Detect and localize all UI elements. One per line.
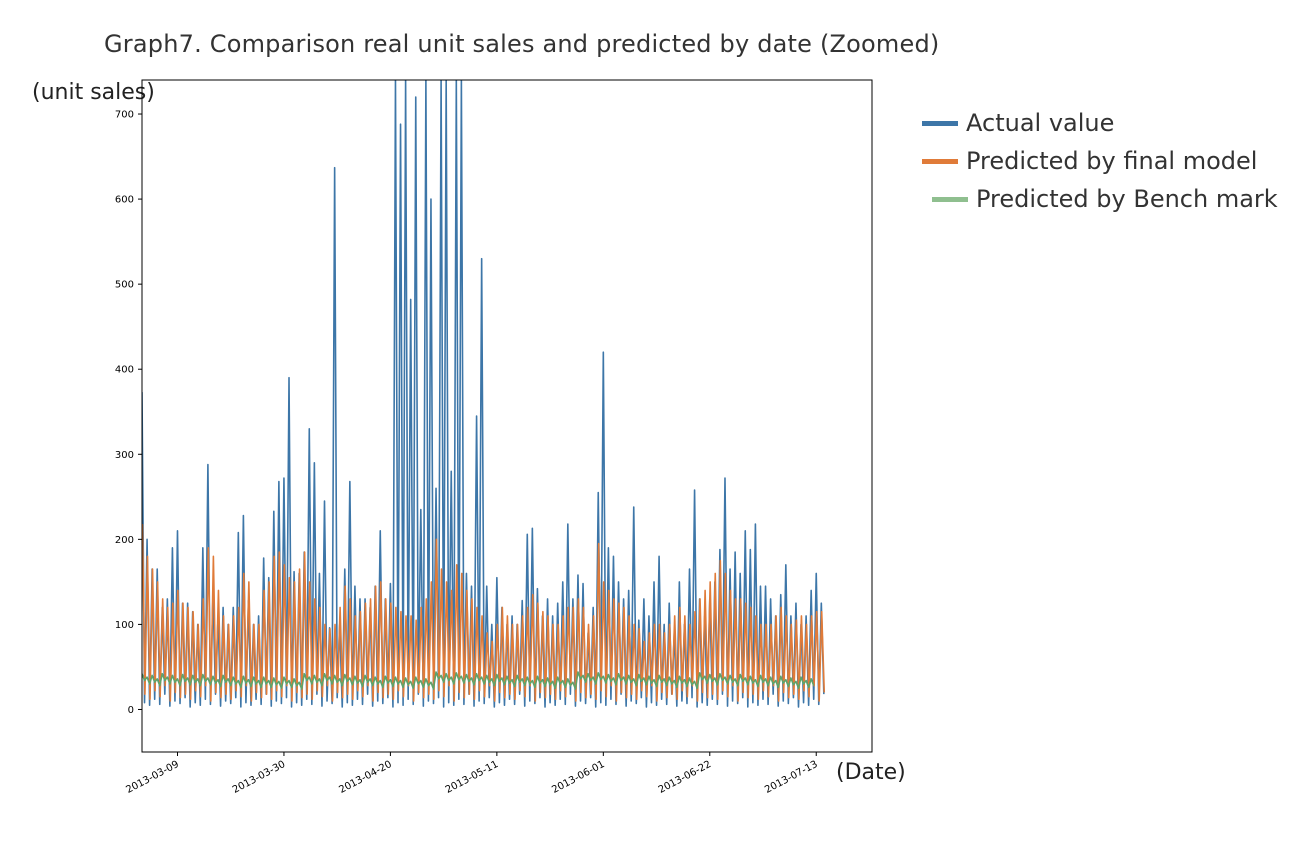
x-tick-label: 2013-05-11: [444, 759, 500, 796]
y-tick-label: 700: [115, 110, 134, 121]
x-axis-label: (Date): [836, 760, 906, 785]
legend: Actual value Predicted by final model Pr…: [922, 104, 1278, 218]
y-tick-label: 0: [128, 705, 134, 716]
y-tick-label: 300: [115, 450, 134, 461]
series-benchmark-line: [142, 671, 815, 690]
legend-swatch-benchmark: [932, 196, 968, 202]
legend-swatch-actual: [922, 120, 958, 126]
legend-label-benchmark: Predicted by Bench mark: [976, 185, 1278, 213]
legend-item-benchmark: Predicted by Bench mark: [922, 180, 1278, 218]
x-tick-label: 2013-03-09: [124, 759, 180, 796]
x-tick-label: 2013-03-30: [231, 759, 287, 796]
plot-area: [142, 80, 826, 708]
y-tick-label: 200: [115, 535, 134, 546]
chart-title: Graph7. Comparison real unit sales and p…: [104, 30, 940, 58]
y-tick-label: 400: [115, 365, 134, 376]
x-tick-label: 2013-06-22: [657, 759, 713, 796]
legend-swatch-final-model: [922, 158, 958, 164]
y-tick-label: 500: [115, 280, 134, 291]
y-tick-label: 600: [115, 195, 134, 206]
x-tick-label: 2013-06-01: [550, 759, 606, 796]
legend-item-actual: Actual value: [922, 104, 1278, 142]
y-tick-label: 100: [115, 620, 134, 631]
plot-frame: [141, 79, 873, 753]
series-final-model-line: [142, 524, 826, 702]
x-tick-label: 2013-07-13: [763, 759, 819, 796]
legend-label-final-model: Predicted by final model: [966, 147, 1258, 175]
x-tick-label: 2013-04-20: [337, 759, 393, 796]
y-axis-label: (unit sales): [32, 80, 155, 105]
legend-label-actual: Actual value: [966, 109, 1115, 137]
legend-item-final-model: Predicted by final model: [922, 142, 1278, 180]
